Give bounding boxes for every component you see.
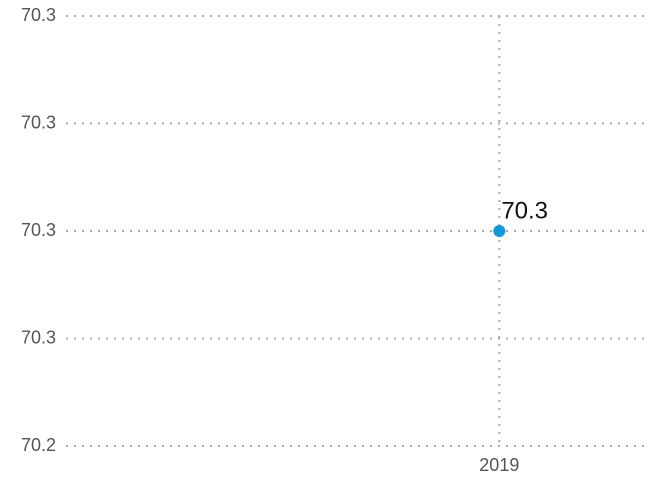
point bbox=[493, 225, 506, 237]
x-tick-label: 2019 bbox=[479, 455, 519, 475]
y-tick-label: 70.3 bbox=[21, 327, 56, 347]
y-tick-label: 70.3 bbox=[21, 5, 56, 25]
data-label: 70.3 bbox=[501, 197, 548, 224]
y-tick-label: 70.2 bbox=[21, 435, 56, 455]
y-tick-label: 70.3 bbox=[21, 220, 56, 240]
y-tick-label: 70.3 bbox=[21, 112, 56, 132]
